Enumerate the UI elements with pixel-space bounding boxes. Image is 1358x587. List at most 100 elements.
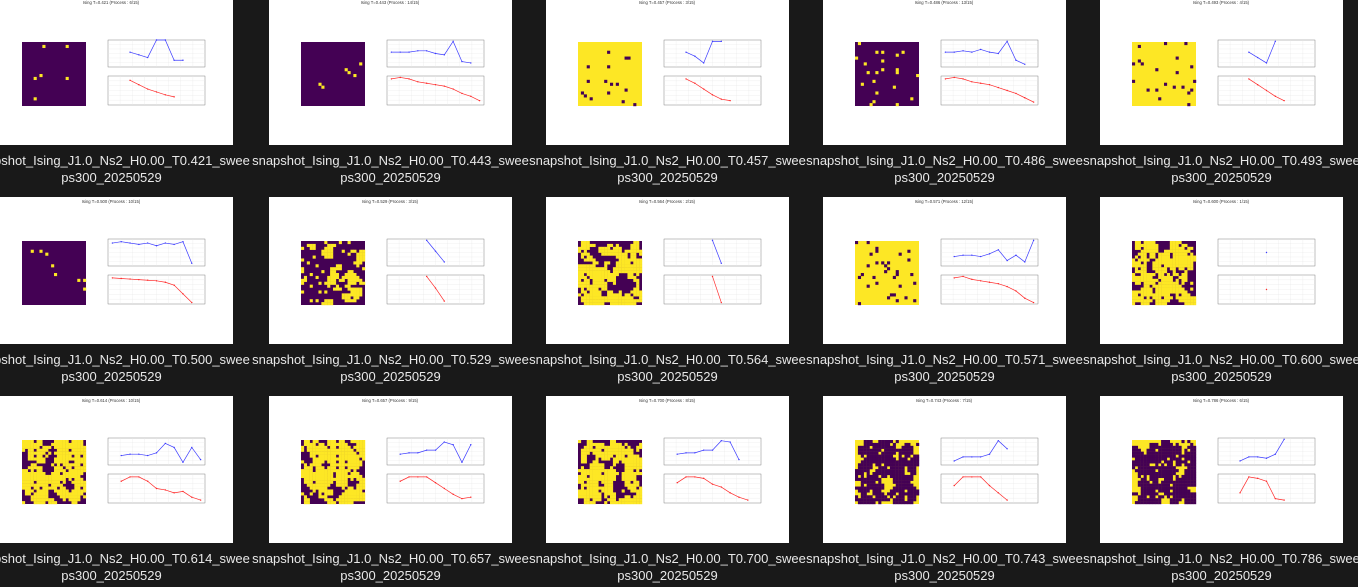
file-thumbnail[interactable]: Ising T=0.421 (Process : 6/15) xyxy=(0,0,233,145)
spin-cell xyxy=(33,457,37,461)
file-thumbnail[interactable]: Ising T=0.564 (Process : 2/15) xyxy=(546,197,789,344)
file-thumbnail[interactable]: Ising T=0.500 (Process : 10/15) xyxy=(0,197,233,344)
energy-point xyxy=(138,84,140,86)
spin-cell xyxy=(621,445,625,449)
spin-cell xyxy=(56,445,61,449)
spin-cell xyxy=(1181,480,1185,484)
spin-cell xyxy=(341,451,345,455)
spin-cell xyxy=(580,460,585,464)
spin-cell xyxy=(1175,261,1179,265)
spin-cell xyxy=(1166,477,1171,481)
spin-cell xyxy=(878,486,882,490)
file-thumbnail[interactable]: Ising T=0.571 (Process : 12/15) xyxy=(823,197,1066,344)
file-item[interactable]: Ising T=0.614 (Process : 10/15) snapshot_… xyxy=(0,396,250,586)
file-name[interactable]: snapshot_Ising_J1.0_Ns2_H0.00_T0.529_swe… xyxy=(249,351,532,385)
file-item[interactable]: Ising T=0.493 (Process : 4/15) snapshot_I… xyxy=(1083,0,1358,188)
file-name[interactable]: snapshot_Ising_J1.0_Ns2_H0.00_T0.421_swe… xyxy=(0,152,253,186)
spin-cell xyxy=(618,264,622,268)
spin-cell xyxy=(1169,469,1173,473)
file-thumbnail[interactable]: Ising T=0.529 (Process : 3/15) xyxy=(269,197,512,344)
spin-cell xyxy=(592,261,596,265)
spin-cell xyxy=(327,243,331,248)
file-thumbnail[interactable]: Ising T=0.786 (Process : 6/15) xyxy=(1100,396,1343,543)
magnetization-point xyxy=(1265,251,1268,254)
file-thumbnail[interactable]: Ising T=0.486 (Process : 13/15) xyxy=(823,0,1066,145)
file-item[interactable]: Ising T=0.786 (Process : 6/15) snapshot_I… xyxy=(1083,396,1358,586)
spin-cell xyxy=(910,448,914,452)
spin-cell xyxy=(621,489,625,493)
file-thumbnail[interactable]: Ising T=0.600 (Process : 1/15) xyxy=(1100,197,1343,344)
file-item[interactable]: Ising T=0.743 (Process : 7/15) snapshot_I… xyxy=(806,396,1083,586)
spin-cell xyxy=(869,460,873,464)
file-item[interactable]: Ising T=0.529 (Process : 3/15) snapshot_I… xyxy=(252,197,529,387)
file-item[interactable]: Ising T=0.571 (Process : 12/15) snapshot_… xyxy=(806,197,1083,387)
spin-cell xyxy=(898,472,902,476)
file-name[interactable]: snapshot_Ising_J1.0_Ns2_H0.00_T0.600_swe… xyxy=(1080,351,1358,385)
file-item[interactable]: Ising T=0.421 (Process : 6/15) snapshot_I… xyxy=(0,0,250,188)
file-item[interactable]: Ising T=0.564 (Process : 2/15) snapshot_I… xyxy=(529,197,806,387)
spin-cell xyxy=(30,454,34,458)
spin-cell xyxy=(595,278,599,282)
magnetization-point xyxy=(1006,259,1008,262)
spin-cell xyxy=(592,275,596,280)
file-item[interactable]: Ising T=0.486 (Process : 13/15) snapshot_… xyxy=(806,0,1083,188)
file-name[interactable]: snapshot_Ising_J1.0_Ns2_H0.00_T0.743_swe… xyxy=(803,550,1086,584)
file-thumbnail[interactable]: Ising T=0.657 (Process : 9/15) xyxy=(269,396,512,543)
spin-cell xyxy=(595,275,599,280)
file-thumbnail[interactable]: Ising T=0.700 (Process : 8/15) xyxy=(546,396,789,543)
spin-cell xyxy=(77,460,81,464)
file-thumbnail[interactable]: Ising T=0.493 (Process : 4/15) xyxy=(1100,0,1343,145)
file-name[interactable]: snapshot_Ising_J1.0_Ns2_H0.00_T0.614_swe… xyxy=(0,550,253,584)
magnetization-point xyxy=(953,460,955,462)
spin-cell xyxy=(344,273,348,277)
spin-cell xyxy=(71,463,75,467)
file-name[interactable]: snapshot_Ising_J1.0_Ns2_H0.00_T0.571_swe… xyxy=(803,351,1086,385)
file-name-line-1: snapshot_Ising_J1.0_Ns2_H0.00_T0.743_swe… xyxy=(806,551,1083,566)
spin-cell xyxy=(309,243,313,248)
spin-cell xyxy=(338,472,342,476)
file-name-line-1: snapshot_Ising_J1.0_Ns2_H0.00_T0.657_swe… xyxy=(252,551,529,566)
spin-cell xyxy=(1193,492,1197,496)
file-name[interactable]: snapshot_Ising_J1.0_Ns2_H0.00_T0.564_swe… xyxy=(526,351,809,385)
spin-cell xyxy=(881,469,885,473)
spin-cell xyxy=(857,302,862,306)
spin-cell xyxy=(618,258,622,262)
spin-cell xyxy=(1175,474,1179,479)
file-thumbnail[interactable]: Ising T=0.614 (Process : 10/15) xyxy=(0,396,233,543)
spin-cell xyxy=(36,486,40,490)
spin-cell xyxy=(598,273,602,277)
file-item[interactable]: Ising T=0.457 (Process : 3/15) snapshot_I… xyxy=(529,0,806,188)
file-thumbnail[interactable]: Ising T=0.743 (Process : 7/15) xyxy=(823,396,1066,543)
file-name[interactable]: snapshot_Ising_J1.0_Ns2_H0.00_T0.493_swe… xyxy=(1080,152,1358,186)
spin-cell xyxy=(333,448,337,452)
spin-cell xyxy=(895,448,899,452)
file-name[interactable]: snapshot_Ising_J1.0_Ns2_H0.00_T0.500_swe… xyxy=(0,351,253,385)
file-name[interactable]: snapshot_Ising_J1.0_Ns2_H0.00_T0.457_swe… xyxy=(526,152,809,186)
spin-cell xyxy=(54,474,58,479)
file-name[interactable]: snapshot_Ising_J1.0_Ns2_H0.00_T0.700_swe… xyxy=(526,550,809,584)
spin-cell xyxy=(353,74,357,78)
spin-cell xyxy=(54,451,58,455)
spin-cell xyxy=(1164,270,1168,274)
file-item[interactable]: Ising T=0.600 (Process : 1/15) snapshot_I… xyxy=(1083,197,1358,387)
spin-cell xyxy=(860,474,864,479)
file-name[interactable]: snapshot_Ising_J1.0_Ns2_H0.00_T0.486_swe… xyxy=(803,152,1086,186)
spin-cell xyxy=(1137,290,1141,294)
spin-cell xyxy=(77,472,81,476)
file-name[interactable]: snapshot_Ising_J1.0_Ns2_H0.00_T0.657_swe… xyxy=(249,550,532,584)
file-thumbnail[interactable]: Ising T=0.457 (Process : 3/15) xyxy=(546,0,789,145)
spin-cell xyxy=(621,472,625,476)
file-item[interactable]: Ising T=0.700 (Process : 8/15) snapshot_I… xyxy=(529,396,806,586)
spin-cell xyxy=(889,492,894,496)
spin-cell xyxy=(315,483,319,487)
file-item[interactable]: Ising T=0.657 (Process : 9/15) snapshot_I… xyxy=(252,396,529,586)
file-item[interactable]: Ising T=0.500 (Process : 10/15) snapshot_… xyxy=(0,197,250,387)
file-item[interactable]: Ising T=0.443 (Process : 14/15) snapshot_… xyxy=(252,0,529,188)
file-thumbnail[interactable]: Ising T=0.443 (Process : 14/15) xyxy=(269,0,512,145)
spin-cell xyxy=(39,457,43,461)
file-name[interactable]: snapshot_Ising_J1.0_Ns2_H0.00_T0.443_swe… xyxy=(249,152,532,186)
spin-cell xyxy=(860,460,864,464)
file-name[interactable]: snapshot_Ising_J1.0_Ns2_H0.00_T0.786_swe… xyxy=(1080,550,1358,584)
spin-cell xyxy=(1158,498,1162,502)
spin-cell xyxy=(315,448,319,452)
